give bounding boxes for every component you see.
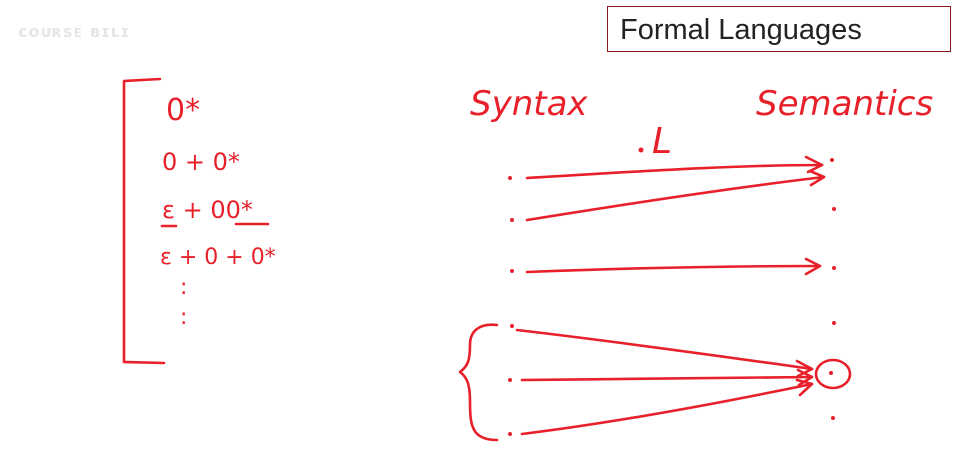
arrow-head xyxy=(808,169,826,187)
arrow xyxy=(520,375,814,382)
ellipsis-2: : xyxy=(180,305,187,330)
arrow-head xyxy=(795,378,814,397)
semantics-dot xyxy=(832,266,836,270)
expression-4: ε + 0 + 0* xyxy=(160,245,276,270)
syntax-label: Syntax xyxy=(470,84,588,124)
watermark: ᴄᴏᴜʀsᴇ ʙɪʟɪ xyxy=(18,22,131,41)
arrow xyxy=(525,175,826,222)
arrow xyxy=(515,328,814,371)
semantics-circle xyxy=(814,358,852,390)
arrow-head xyxy=(804,257,822,276)
syntax-dot xyxy=(508,378,512,382)
semantics-dot xyxy=(832,207,836,211)
syntax-dot xyxy=(508,176,512,180)
arrow xyxy=(525,163,824,180)
mapping-label: L xyxy=(652,121,672,162)
semantics-dot xyxy=(831,416,835,420)
semantics-dot xyxy=(830,158,834,162)
expression-1: 0* xyxy=(166,93,200,128)
expression-2: 0 + 0* xyxy=(162,148,240,176)
mapping-dot xyxy=(638,147,644,153)
arrow xyxy=(525,264,822,274)
semantics-dot xyxy=(832,321,836,325)
syntax-dot xyxy=(510,324,514,328)
syntax-brace xyxy=(458,323,499,442)
syntax-dot xyxy=(508,432,512,436)
slide-title-box: Formal Languages xyxy=(607,6,951,52)
left-bracket xyxy=(122,77,166,365)
expression-3: ε + 00* xyxy=(162,196,253,224)
arrow-head xyxy=(804,155,824,174)
semantics-dot xyxy=(829,371,833,375)
slide-title: Formal Languages xyxy=(620,14,862,46)
arrow xyxy=(520,382,814,436)
ellipsis-1: : xyxy=(180,275,187,300)
syntax-dot xyxy=(510,218,514,222)
syntax-dot xyxy=(510,269,514,273)
semantics-label: Semantics xyxy=(756,84,933,124)
